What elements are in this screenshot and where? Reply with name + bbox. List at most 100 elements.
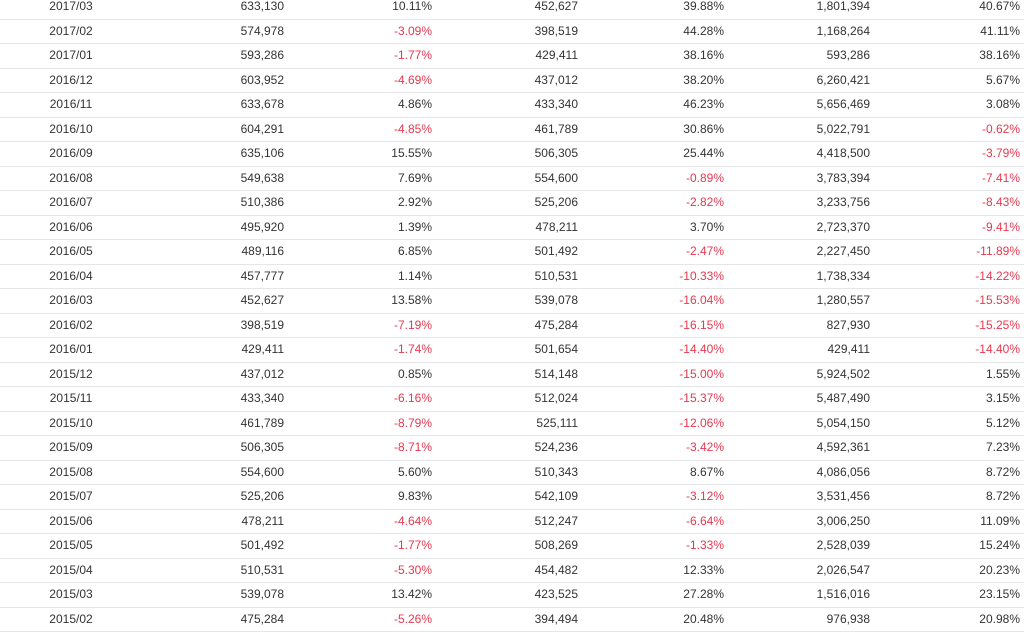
month-cell: 2015/11 (0, 386, 142, 412)
value-a-cell: 433,340 (142, 386, 288, 412)
value-c-cell: 3,531,456 (728, 484, 874, 510)
value-c-cell: 1,738,334 (728, 264, 874, 289)
table-row: 2016/06 495,920 1.39% 478,211 3.70% 2,723,370… (0, 215, 1024, 240)
value-b-cell: 478,211 (436, 215, 582, 240)
table-row: 2015/04 510,531 -5.30% 454,482 12.33% 2,026,5… (0, 558, 1024, 583)
month-cell: 2016/01 (0, 337, 142, 363)
value-c-cell: 976,938 (728, 607, 874, 632)
change-a-cell: -8.71% (288, 435, 436, 461)
month-cell: 2017/02 (0, 19, 142, 44)
value-a-cell: 574,978 (142, 19, 288, 44)
month-cell: 2016/04 (0, 264, 142, 289)
value-a-cell: 489,116 (142, 239, 288, 265)
value-c-cell: 3,233,756 (728, 190, 874, 216)
value-a-cell: 593,286 (142, 43, 288, 69)
value-a-cell: 525,206 (142, 484, 288, 510)
change-b-cell: -1.33% (582, 533, 728, 559)
change-a-cell: 6.85% (288, 239, 436, 265)
value-a-cell: 475,284 (142, 607, 288, 632)
change-b-cell: 44.28% (582, 19, 728, 44)
table-row: 2015/07 525,206 9.83% 542,109 -3.12% 3,531,45… (0, 484, 1024, 510)
change-c-cell: 5.12% (874, 411, 1024, 436)
change-a-cell: 1.39% (288, 215, 436, 240)
change-a-cell: 13.42% (288, 582, 436, 608)
value-b-cell: 525,111 (436, 411, 582, 436)
change-c-cell: -8.43% (874, 190, 1024, 216)
table-row: 2016/05 489,116 6.85% 501,492 -2.47% 2,227,45… (0, 239, 1024, 265)
change-c-cell: 11.09% (874, 509, 1024, 534)
month-cell: 2016/03 (0, 288, 142, 314)
value-a-cell: 478,211 (142, 509, 288, 534)
change-b-cell: 46.23% (582, 92, 728, 118)
table-row: 2016/04 457,777 1.14% 510,531 -10.33% 1,738,3… (0, 264, 1024, 289)
change-b-cell: -15.00% (582, 362, 728, 387)
value-b-cell: 454,482 (436, 558, 582, 583)
change-b-cell: 30.86% (582, 117, 728, 142)
change-b-cell: -15.37% (582, 386, 728, 412)
table-row: 2015/10 461,789 -8.79% 525,111 -12.06% 5,054,… (0, 411, 1024, 436)
value-c-cell: 3,783,394 (728, 166, 874, 191)
value-a-cell: 506,305 (142, 435, 288, 461)
month-cell: 2016/06 (0, 215, 142, 240)
month-cell: 2017/03 (0, 0, 142, 20)
month-cell: 2016/02 (0, 313, 142, 338)
value-a-cell: 633,678 (142, 92, 288, 118)
value-c-cell: 5,924,502 (728, 362, 874, 387)
month-cell: 2016/07 (0, 190, 142, 216)
value-a-cell: 539,078 (142, 582, 288, 608)
change-a-cell: 0.85% (288, 362, 436, 387)
change-b-cell: -3.42% (582, 435, 728, 461)
change-b-cell: -10.33% (582, 264, 728, 289)
value-a-cell: 457,777 (142, 264, 288, 289)
table-row: 2016/03 452,627 13.58% 539,078 -16.04% 1,280,… (0, 288, 1024, 314)
value-b-cell: 512,024 (436, 386, 582, 412)
table-row: 2015/02 475,284 -5.26% 394,494 20.48% 976,938… (0, 607, 1024, 632)
value-c-cell: 1,516,016 (728, 582, 874, 608)
value-b-cell: 394,494 (436, 607, 582, 632)
month-cell: 2015/09 (0, 435, 142, 461)
change-a-cell: -4.69% (288, 68, 436, 93)
month-cell: 2015/12 (0, 362, 142, 387)
change-b-cell: -2.47% (582, 239, 728, 265)
value-b-cell: 506,305 (436, 141, 582, 167)
table-row: 2017/02 574,978 -3.09% 398,519 44.28% 1,168,2… (0, 19, 1024, 44)
value-b-cell: 510,531 (436, 264, 582, 289)
change-c-cell: 20.98% (874, 607, 1024, 632)
change-b-cell: -0.89% (582, 166, 728, 191)
change-b-cell: -2.82% (582, 190, 728, 216)
value-c-cell: 1,280,557 (728, 288, 874, 314)
change-a-cell: 5.60% (288, 460, 436, 485)
change-b-cell: 38.16% (582, 43, 728, 69)
change-c-cell: -9.41% (874, 215, 1024, 240)
value-a-cell: 398,519 (142, 313, 288, 338)
table-row: 2016/12 603,952 -4.69% 437,012 38.20% 6,260,4… (0, 68, 1024, 93)
value-a-cell: 501,492 (142, 533, 288, 559)
value-b-cell: 542,109 (436, 484, 582, 510)
change-b-cell: -3.12% (582, 484, 728, 510)
change-b-cell: -12.06% (582, 411, 728, 436)
change-a-cell: -5.30% (288, 558, 436, 583)
change-c-cell: 23.15% (874, 582, 1024, 608)
table-row: 2015/05 501,492 -1.77% 508,269 -1.33% 2,528,0… (0, 533, 1024, 559)
table-row: 2016/11 633,678 4.86% 433,340 46.23% 5,656,46… (0, 92, 1024, 118)
change-a-cell: -1.77% (288, 43, 436, 69)
value-b-cell: 554,600 (436, 166, 582, 191)
change-c-cell: -15.53% (874, 288, 1024, 314)
value-a-cell: 495,920 (142, 215, 288, 240)
value-a-cell: 510,531 (142, 558, 288, 583)
change-a-cell: 15.55% (288, 141, 436, 167)
change-c-cell: 3.15% (874, 386, 1024, 412)
table-row: 2015/12 437,012 0.85% 514,148 -15.00% 5,924,5… (0, 362, 1024, 387)
value-b-cell: 508,269 (436, 533, 582, 559)
change-a-cell: -4.64% (288, 509, 436, 534)
change-b-cell: 12.33% (582, 558, 728, 583)
change-b-cell: 8.67% (582, 460, 728, 485)
value-c-cell: 4,592,361 (728, 435, 874, 461)
change-c-cell: 8.72% (874, 484, 1024, 510)
month-cell: 2015/02 (0, 607, 142, 632)
value-c-cell: 5,054,150 (728, 411, 874, 436)
change-a-cell: -7.19% (288, 313, 436, 338)
value-a-cell: 554,600 (142, 460, 288, 485)
table-row: 2015/08 554,600 5.60% 510,343 8.67% 4,086,056… (0, 460, 1024, 485)
